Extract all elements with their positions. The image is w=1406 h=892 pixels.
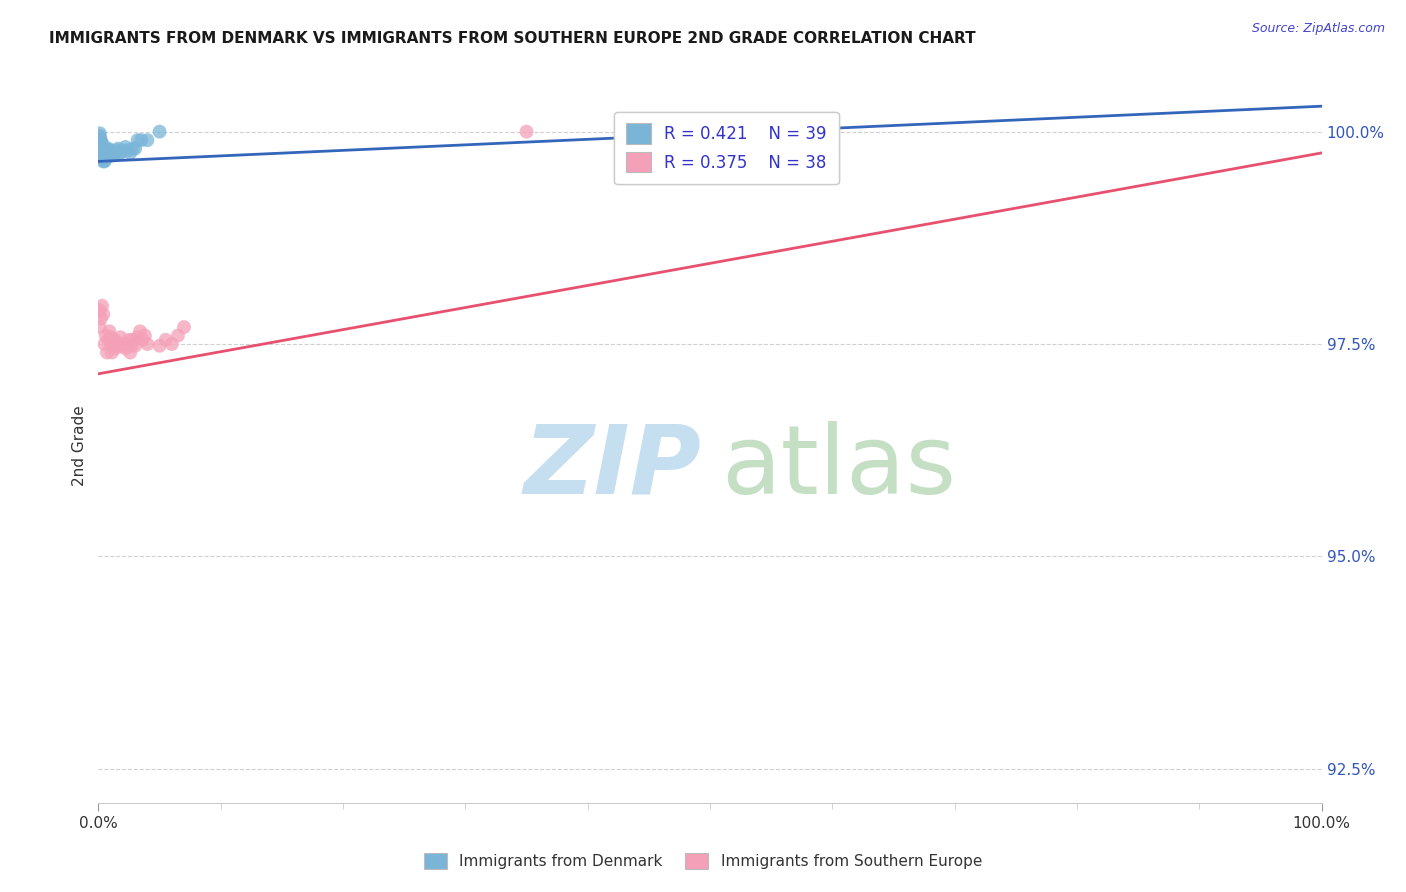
Point [134, 328, 156, 343]
Point [90, 311, 112, 326]
Point [111, 337, 134, 351]
Point [90, 150, 112, 164]
Point [124, 339, 146, 353]
Point [90, 145, 112, 160]
Point [121, 142, 143, 156]
Point [91, 154, 114, 169]
Point [131, 333, 153, 347]
Point [124, 142, 146, 156]
Point [97, 333, 120, 347]
Point [117, 144, 139, 158]
Point [91, 148, 114, 162]
Point [114, 140, 136, 154]
Point [100, 144, 122, 158]
Point [167, 328, 190, 343]
Point [89, 303, 111, 318]
Point [136, 337, 159, 351]
Point [103, 145, 125, 160]
Point [111, 144, 134, 158]
Point [103, 333, 125, 347]
Point [110, 330, 132, 344]
Point [136, 133, 159, 147]
Point [120, 345, 142, 359]
Point [89, 137, 111, 152]
Point [129, 133, 152, 147]
Point [91, 307, 114, 321]
Point [121, 333, 143, 347]
Point [96, 150, 118, 164]
Point [127, 330, 149, 344]
Point [90, 133, 112, 147]
Point [105, 144, 128, 158]
Point [89, 133, 111, 147]
Point [149, 339, 172, 353]
Point [90, 148, 112, 162]
Point [108, 145, 131, 160]
Text: atlas: atlas [721, 421, 956, 514]
Point [98, 324, 121, 338]
Text: Source: ZipAtlas.com: Source: ZipAtlas.com [1251, 22, 1385, 36]
Point [93, 337, 115, 351]
Point [89, 320, 111, 334]
Point [93, 154, 115, 169]
Legend: R = 0.421    N = 39, R = 0.375    N = 38: R = 0.421 N = 39, R = 0.375 N = 38 [614, 112, 838, 184]
Point [129, 324, 152, 338]
Point [89, 131, 111, 145]
Point [91, 299, 114, 313]
Point [149, 125, 172, 139]
Y-axis label: 2nd Grade: 2nd Grade [72, 406, 87, 486]
Point [155, 333, 177, 347]
Point [118, 333, 141, 347]
Point [173, 320, 195, 334]
Legend: Immigrants from Denmark, Immigrants from Southern Europe: Immigrants from Denmark, Immigrants from… [418, 847, 988, 875]
Point [127, 133, 149, 147]
Point [89, 128, 111, 143]
Point [100, 330, 122, 344]
Point [111, 339, 134, 353]
Point [89, 127, 111, 141]
Point [515, 125, 537, 139]
Point [101, 345, 124, 359]
Point [160, 337, 183, 351]
Point [94, 152, 117, 166]
Point [101, 148, 124, 162]
Point [101, 337, 124, 351]
Point [120, 339, 142, 353]
Point [91, 145, 114, 160]
Point [98, 144, 121, 158]
Point [93, 150, 115, 164]
Point [89, 135, 111, 149]
Point [117, 337, 139, 351]
Point [91, 137, 114, 152]
Point [110, 145, 132, 160]
Text: IMMIGRANTS FROM DENMARK VS IMMIGRANTS FROM SOUTHERN EUROPE 2ND GRADE CORRELATION: IMMIGRANTS FROM DENMARK VS IMMIGRANTS FR… [49, 31, 976, 46]
Point [91, 152, 114, 166]
Point [104, 341, 127, 355]
Point [120, 145, 142, 160]
Point [107, 142, 129, 156]
Point [105, 339, 128, 353]
Point [101, 145, 124, 160]
Point [107, 335, 129, 350]
Text: ZIP: ZIP [523, 421, 702, 514]
Point [96, 345, 118, 359]
Point [114, 341, 136, 355]
Point [97, 142, 120, 156]
Point [94, 328, 117, 343]
